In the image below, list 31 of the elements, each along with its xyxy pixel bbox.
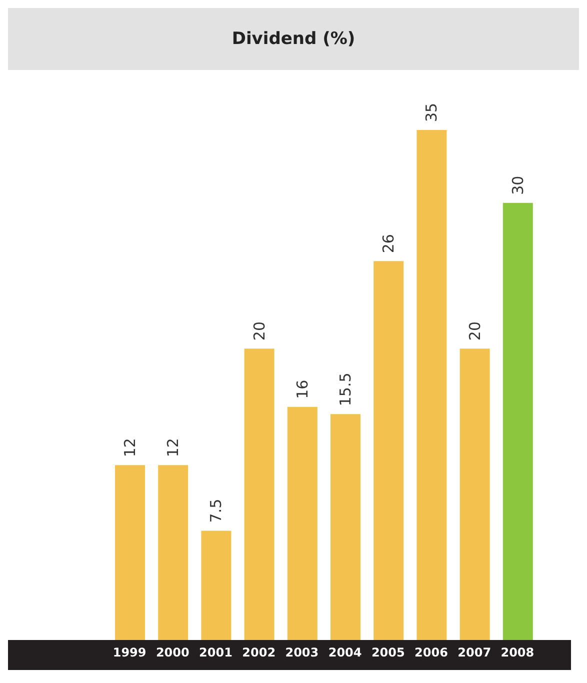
bar xyxy=(201,530,232,640)
x-tick-label: 2001 xyxy=(199,646,232,660)
data-label: 20 xyxy=(466,321,484,341)
data-label: 7.5 xyxy=(207,498,226,523)
data-label: 20 xyxy=(250,321,268,341)
data-label: 12 xyxy=(121,438,139,458)
bar xyxy=(287,406,318,640)
chart-title: Dividend (%) xyxy=(8,8,579,70)
data-label: 12 xyxy=(164,438,182,458)
bar xyxy=(158,465,188,640)
data-label: 26 xyxy=(380,234,398,254)
bar xyxy=(374,261,404,640)
x-tick-label: 2007 xyxy=(458,646,492,660)
data-label: 30 xyxy=(508,176,527,195)
bar xyxy=(416,130,447,640)
bar xyxy=(115,465,145,640)
x-tick-label: 2005 xyxy=(371,646,405,660)
x-tick-label: 2004 xyxy=(328,646,362,660)
x-tick-label: 1999 xyxy=(112,646,146,660)
x-tick-label: 2003 xyxy=(285,646,319,660)
x-tick-label: 2000 xyxy=(156,646,190,660)
bar xyxy=(330,414,360,640)
bar xyxy=(244,348,274,640)
data-label: 35 xyxy=(422,102,441,122)
data-label: 15.5 xyxy=(336,372,354,406)
bar xyxy=(502,202,533,640)
x-tick-label: 2006 xyxy=(414,646,448,660)
x-tick-label: 2002 xyxy=(242,646,276,660)
data-label: 16 xyxy=(293,380,312,399)
x-tick-label: 2008 xyxy=(500,646,534,660)
bar xyxy=(460,348,490,640)
